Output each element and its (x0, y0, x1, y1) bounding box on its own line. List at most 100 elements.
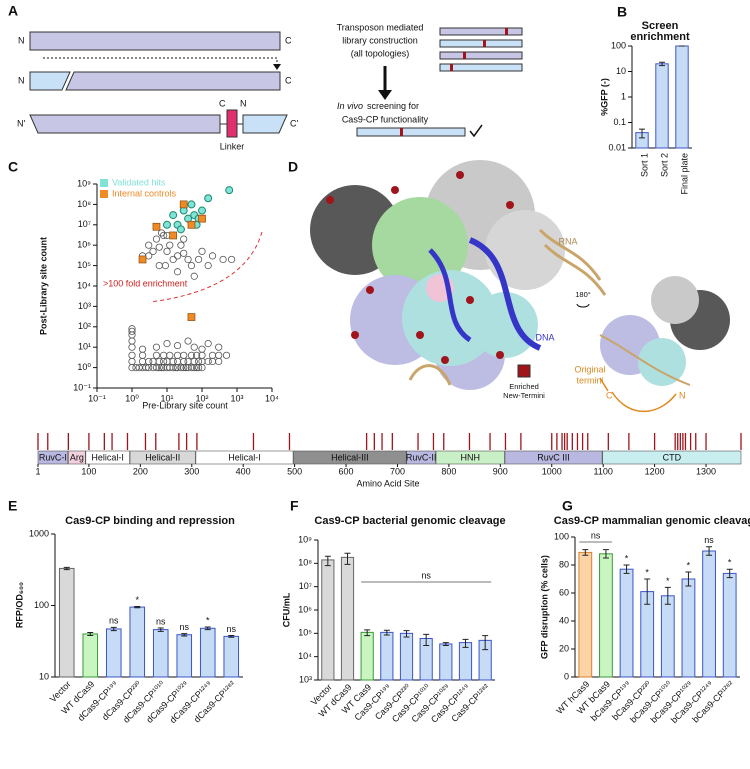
domain-label: Arg (70, 452, 84, 462)
rna-label: RNA (558, 236, 577, 246)
terminus-site (351, 331, 359, 339)
structure-domain (472, 292, 538, 358)
y-tick-label: 10⁹ (298, 534, 312, 544)
y-tick-label: 100 (611, 40, 626, 50)
y-tick-label: 10⁶ (77, 240, 91, 250)
point (187, 351, 196, 359)
step-text: (all topologies) (351, 48, 410, 58)
point (187, 261, 196, 270)
point (128, 327, 136, 335)
point (179, 200, 188, 209)
error-bar (602, 549, 609, 559)
y-tick-label: 100 (554, 531, 569, 541)
terminus: C (219, 98, 226, 108)
y-tick-label: 10³ (78, 301, 91, 311)
insertion-line (43, 57, 278, 66)
x-tick-label: 1200 (645, 466, 665, 476)
domain (37, 450, 69, 465)
x-tick-label: 300 (184, 466, 199, 476)
significance-label: ns (421, 570, 431, 580)
bar (578, 551, 593, 678)
x-tick-label: 800 (441, 466, 456, 476)
error-bar (582, 549, 589, 556)
bar (702, 550, 716, 678)
x-tick-label: 10¹ (160, 393, 173, 403)
point (169, 231, 178, 240)
library-insert (505, 28, 508, 35)
error-bar (482, 635, 489, 651)
structure-domain (638, 338, 686, 386)
terminus-site (366, 286, 374, 294)
error-bar (228, 635, 235, 638)
point (145, 241, 153, 249)
y-tick-label: 10³ (299, 674, 312, 684)
domain (435, 450, 505, 465)
significance-label: ns (704, 535, 714, 545)
y-tick-label: 0.01 (608, 142, 626, 152)
x-tick-label: Sort 1 (639, 153, 649, 177)
point (138, 351, 147, 359)
point (177, 241, 185, 249)
point (128, 325, 136, 333)
y-tick-label: 10 (39, 671, 49, 681)
x-tick-label: 10⁻¹ (88, 393, 106, 403)
point (173, 341, 182, 350)
point (142, 363, 150, 372)
significance-label: ns (591, 530, 601, 540)
bar (223, 635, 240, 678)
point (208, 357, 217, 366)
error-bar (134, 605, 141, 609)
terminus-site (326, 196, 334, 204)
point (163, 220, 171, 229)
point (190, 272, 198, 280)
structure-domain (651, 276, 699, 324)
y-tick-label: 10¹ (78, 342, 91, 352)
arrow-head (273, 64, 281, 70)
y-tick-label: 10⁸ (77, 199, 91, 209)
point (138, 357, 147, 366)
point (169, 211, 178, 220)
point (128, 337, 136, 345)
legend-text: Enriched (509, 382, 539, 391)
y-tick-label: 20 (559, 643, 569, 653)
terminus: N (679, 390, 686, 400)
rotation-label: 180° (575, 290, 591, 299)
point (198, 345, 206, 353)
point (163, 340, 171, 348)
point (184, 255, 192, 264)
new-termini (326, 171, 514, 364)
error-bar (63, 566, 70, 571)
legend-text: New-Termini (503, 391, 545, 400)
point (222, 351, 231, 359)
error-bar (664, 586, 671, 605)
y-tick-label: 10⁰ (77, 362, 91, 372)
y-tick-label: 100 (34, 600, 49, 610)
point (155, 357, 163, 366)
error-bar (644, 578, 651, 605)
structure-domain (402, 270, 498, 366)
rna-strand (408, 364, 452, 386)
terminus: C (285, 75, 292, 85)
bar (681, 578, 696, 678)
y-tick-label: 10⁷ (78, 219, 91, 229)
bar (655, 63, 669, 149)
error-bar (639, 128, 645, 139)
panel-label: D (288, 159, 298, 175)
bar (176, 634, 193, 678)
selected-bar (356, 127, 466, 137)
point (173, 252, 182, 260)
rna-strand (538, 228, 607, 296)
error-bar (442, 642, 449, 647)
terminus-site (441, 356, 449, 364)
bar (82, 633, 99, 678)
x-tick-label: 1000 (542, 466, 562, 476)
point (204, 357, 212, 366)
error-bar (462, 638, 469, 648)
y-axis-label: Post-Library site count (38, 237, 48, 335)
protein-fragment (29, 71, 71, 91)
termini-label: termini (576, 375, 603, 385)
threshold-curve (149, 231, 263, 303)
y-axis-label: %GFP (-) (599, 78, 609, 116)
point (187, 220, 196, 229)
